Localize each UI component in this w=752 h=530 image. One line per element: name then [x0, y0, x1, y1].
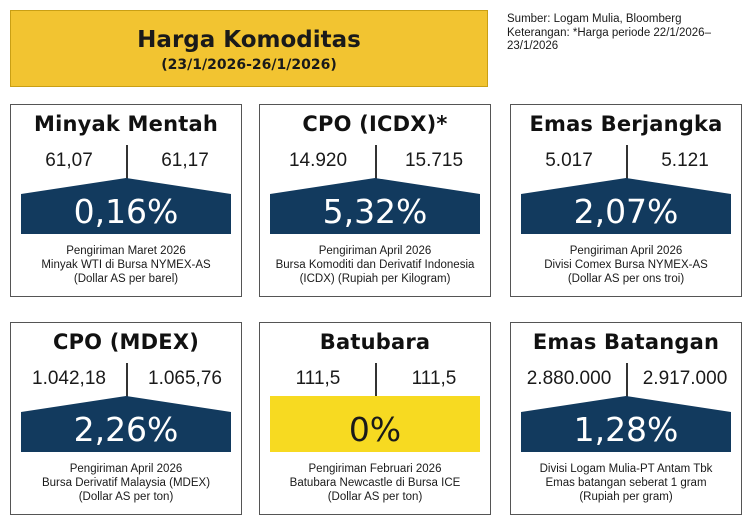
card-batubara: Batubara 111,5 111,5 0% Pengiriman Febru…: [259, 322, 491, 515]
current-price: 2.917.000: [642, 368, 728, 389]
previous-price: 2.880.000: [526, 368, 612, 389]
value-divider: [126, 363, 128, 399]
previous-price: 5.017: [545, 150, 593, 171]
source-line: Sumber: Logam Mulia, Bloomberg: [507, 13, 682, 25]
card-description: Pengiriman April 2026 Divisi Comex Bursa…: [513, 244, 739, 286]
current-price: 61,17: [161, 150, 209, 171]
current-price: 1.065,76: [148, 368, 222, 389]
source-note: Sumber: Logam Mulia, Bloomberg Keteranga…: [507, 13, 747, 54]
desc-line: Divisi Logam Mulia-PT Antam Tbk: [539, 463, 713, 475]
card-cpo-icdx: CPO (ICDX)* 14.920 15.715 5,32% Pengirim…: [259, 104, 491, 297]
change-percent: 2,26%: [73, 410, 179, 449]
desc-line: (Rupiah per gram): [579, 491, 673, 503]
card-description: Pengiriman Februari 2026 Batubara Newcas…: [262, 462, 488, 504]
card-description: Pengiriman April 2026 Bursa Derivatif Ma…: [13, 462, 239, 504]
period-label: (23/1/2026-26/1/2026): [161, 57, 337, 73]
card-description: Pengiriman Maret 2026 Minyak WTI di Burs…: [13, 244, 239, 286]
card-description: Divisi Logam Mulia-PT Antam Tbk Emas bat…: [513, 462, 739, 504]
previous-price: 61,07: [45, 150, 93, 171]
value-divider: [375, 363, 377, 399]
change-badge-shape: [270, 396, 480, 452]
note-line-cont: 23/1/2026: [507, 40, 559, 52]
value-divider: [626, 363, 628, 399]
desc-line: (Dollar AS per barel): [73, 273, 179, 285]
page-title: Harga Komoditas: [137, 27, 361, 53]
change-percent: 1,28%: [573, 410, 679, 449]
previous-price: 14.920: [288, 150, 348, 171]
previous-price: 1.042,18: [32, 368, 106, 389]
current-price: 111,5: [411, 368, 457, 389]
change-badge-shape: [521, 178, 731, 234]
desc-line: (Dollar AS per ons troi): [567, 273, 685, 285]
card-title: Batubara: [319, 330, 431, 354]
card-title: Emas Batangan: [532, 330, 720, 354]
card-cpo-mdex: CPO (MDEX) 1.042,18 1.065,76 2,26% Pengi…: [10, 322, 242, 515]
current-price: 5.121: [661, 150, 709, 171]
value-divider: [626, 145, 628, 181]
current-price: 15.715: [404, 150, 464, 171]
desc-line: Bursa Derivatif Malaysia (MDEX): [41, 477, 211, 489]
change-percent: 0%: [348, 410, 402, 449]
value-divider: [126, 145, 128, 181]
change-percent: 2,07%: [573, 192, 679, 231]
header-banner: Harga Komoditas (23/1/2026-26/1/2026): [10, 10, 488, 87]
card-emas-batangan: Emas Batangan 2.880.000 2.917.000 1,28% …: [510, 322, 742, 515]
change-badge-shape: [21, 396, 231, 452]
previous-price: 111,5: [295, 368, 341, 389]
desc-line: Bursa Komoditi dan Derivatif Indonesia: [275, 259, 475, 271]
note-line: Keterangan: *Harga periode 22/1/2026–: [507, 26, 711, 39]
desc-line: Pengiriman April 2026: [569, 245, 683, 257]
desc-line: (Dollar AS per ton): [78, 491, 174, 503]
desc-line: Batubara Newcastle di Bursa ICE: [289, 477, 461, 489]
desc-line: Pengiriman April 2026: [318, 245, 432, 257]
change-percent: 0,16%: [73, 192, 179, 231]
desc-line: (ICDX) (Rupiah per Kilogram): [299, 273, 451, 285]
desc-line: Pengiriman Maret 2026: [66, 245, 186, 257]
desc-line: Divisi Comex Bursa NYMEX-AS: [544, 259, 708, 271]
card-minyak-mentah: Minyak Mentah 61,07 61,17 0,16% Pengirim…: [10, 104, 242, 297]
card-title: Emas Berjangka: [529, 112, 723, 136]
card-title: CPO (ICDX)*: [302, 112, 448, 136]
change-badge-shape: [521, 396, 731, 452]
card-emas-berjangka: Emas Berjangka 5.017 5.121 2,07% Pengiri…: [510, 104, 742, 297]
desc-line: Minyak WTI di Bursa NYMEX-AS: [41, 259, 211, 271]
card-title: CPO (MDEX): [52, 330, 200, 354]
value-divider: [375, 145, 377, 181]
change-percent: 5,32%: [322, 192, 428, 231]
change-badge-shape: [270, 178, 480, 234]
card-description: Pengiriman April 2026 Bursa Komoditi dan…: [262, 244, 488, 286]
desc-line: Emas batangan seberat 1 gram: [545, 477, 707, 489]
desc-line: (Dollar AS per ton): [327, 491, 423, 503]
change-badge-shape: [21, 178, 231, 234]
desc-line: Pengiriman Februari 2026: [308, 463, 442, 475]
card-title: Minyak Mentah: [33, 112, 219, 136]
desc-line: Pengiriman April 2026: [69, 463, 183, 475]
